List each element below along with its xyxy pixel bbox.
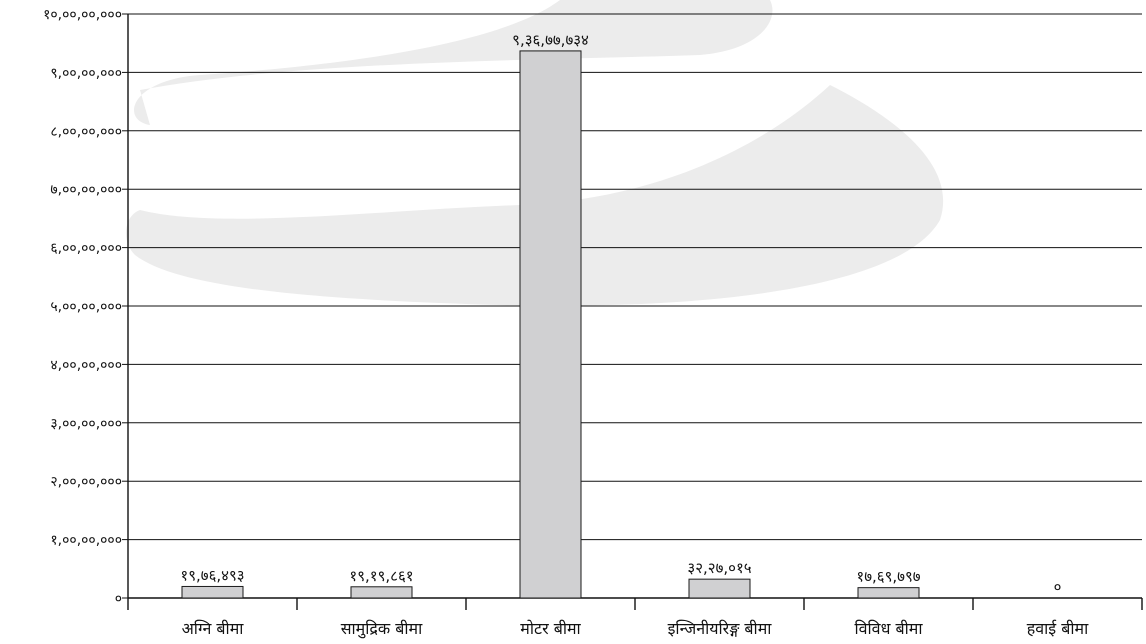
y-tick-label: ८,००,००,००० bbox=[50, 124, 122, 140]
bar-4 bbox=[857, 587, 920, 599]
y-tick-label: ० bbox=[115, 591, 122, 607]
y-tick-label: १,००,००,००० bbox=[50, 533, 122, 549]
category-label: हवाई बीमा bbox=[1027, 619, 1089, 638]
y-tick-label: १०,००,००,००० bbox=[43, 7, 122, 23]
data-label: १७,६९,७९७ bbox=[856, 568, 920, 586]
bar-2 bbox=[519, 50, 582, 599]
watermark-lower-stroke bbox=[125, 85, 944, 306]
data-label: ९,३६,७७,७३४ bbox=[512, 31, 589, 49]
x-axis-categories: अग्नि बीमा सामुद्रिक बीमा मोटर बीमा इन्जिनी… bbox=[182, 619, 1089, 639]
watermark-swoosh bbox=[125, 0, 944, 306]
y-axis-ticks: ० १,००,००,००० २,००,००,००० ३,००,००,००० ४,००,०… bbox=[43, 7, 122, 607]
y-tick-label: ४,००,००,००० bbox=[50, 357, 122, 373]
category-label: विविध बीमा bbox=[855, 619, 924, 638]
data-labels: १९,७६,४९३ १९,१९,८६१ ९,३६,७७,७३४ ३२,२७,०१५ १७… bbox=[180, 31, 1061, 596]
category-label: सामुद्रिक बीमा bbox=[341, 619, 423, 639]
gridlines bbox=[122, 13, 1143, 610]
y-tick-label: ९,००,००,००० bbox=[50, 65, 122, 81]
y-tick-label: ५,००,००,००० bbox=[50, 299, 122, 315]
watermark-upper-stroke bbox=[134, 0, 773, 125]
bar-3 bbox=[688, 578, 751, 599]
data-label: ० bbox=[1054, 578, 1062, 596]
y-tick-label: ७,००,००,००० bbox=[50, 182, 122, 198]
category-label: इन्जिनीयरिङ्ग बीमा bbox=[668, 619, 773, 638]
data-label: ३२,२७,०१५ bbox=[687, 559, 751, 577]
bar-1 bbox=[350, 586, 413, 599]
data-label: १९,१९,८६१ bbox=[349, 567, 413, 585]
y-tick-label: ६,००,००,००० bbox=[50, 241, 122, 257]
y-tick-label: २,००,००,००० bbox=[50, 474, 122, 490]
bar-0 bbox=[181, 585, 244, 599]
y-tick-label: ३,००,००,००० bbox=[50, 416, 122, 432]
category-label: मोटर बीमा bbox=[520, 619, 581, 638]
category-label: अग्नि बीमा bbox=[182, 619, 245, 638]
bars bbox=[181, 50, 920, 599]
data-label: १९,७६,४९३ bbox=[180, 566, 244, 584]
